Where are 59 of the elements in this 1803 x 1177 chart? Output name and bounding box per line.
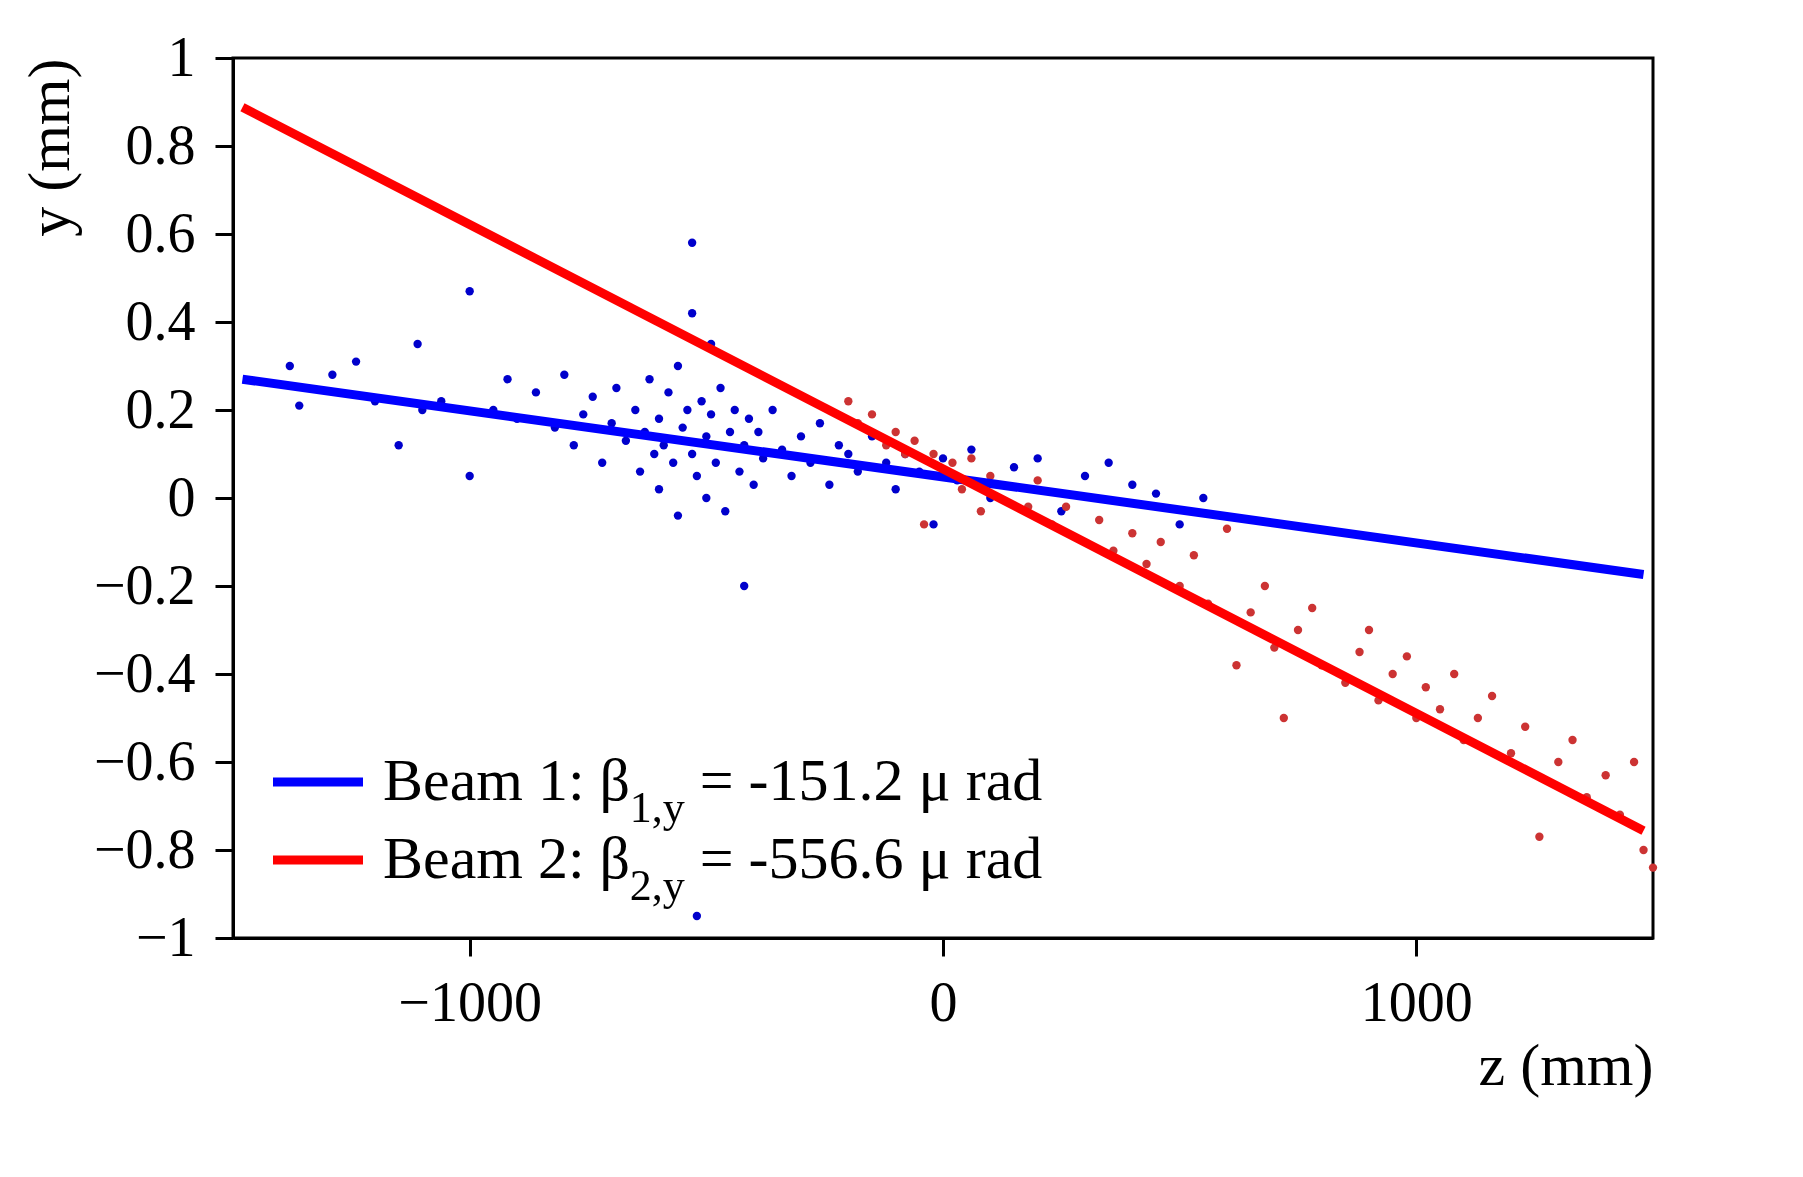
y-tick-label: −1 xyxy=(135,905,196,968)
y-tick-label: −0.2 xyxy=(93,553,196,616)
point xyxy=(1033,476,1042,485)
point xyxy=(1521,722,1530,731)
point xyxy=(1293,625,1303,635)
point xyxy=(957,485,967,494)
point xyxy=(844,397,853,406)
point xyxy=(891,427,900,437)
y-tick-label: −0.4 xyxy=(93,641,196,704)
point xyxy=(1142,559,1151,569)
x-tick-label: 1000 xyxy=(1360,970,1473,1033)
x-axis-title: z (mm) xyxy=(1478,1031,1654,1098)
point xyxy=(1156,537,1165,547)
point xyxy=(1629,757,1639,767)
point xyxy=(1450,669,1459,679)
y-axis-title: y (mm) xyxy=(15,58,82,237)
y-tick-label: 0.2 xyxy=(125,377,196,440)
point xyxy=(1355,647,1364,657)
point xyxy=(1260,581,1270,591)
point xyxy=(867,410,877,419)
point xyxy=(1487,691,1497,701)
point xyxy=(1435,705,1445,714)
point xyxy=(1473,713,1483,723)
point xyxy=(1279,713,1288,723)
point xyxy=(1506,749,1516,758)
point xyxy=(1364,625,1374,635)
point xyxy=(1421,683,1430,692)
y-tick-label: −0.8 xyxy=(93,817,196,880)
point xyxy=(967,454,976,463)
point xyxy=(1128,529,1137,538)
point xyxy=(929,449,938,459)
point xyxy=(1232,661,1241,670)
y-tick-label: 1 xyxy=(167,25,196,88)
x-tick-label: 0 xyxy=(929,970,958,1033)
point xyxy=(919,520,929,529)
point xyxy=(1601,771,1610,780)
point xyxy=(1554,757,1563,767)
point xyxy=(976,507,986,516)
y-tick-label: 0.8 xyxy=(125,113,196,176)
y-tick-label: 0.4 xyxy=(125,289,196,352)
point xyxy=(1095,515,1104,525)
point xyxy=(1639,845,1648,855)
x-tick-label: −1000 xyxy=(398,970,542,1033)
point xyxy=(1388,669,1397,679)
point xyxy=(1308,603,1317,613)
point xyxy=(1061,502,1071,511)
point xyxy=(986,471,995,481)
point xyxy=(1246,608,1255,617)
y-tick-label: −0.6 xyxy=(93,729,196,792)
y-tick-label: 0.6 xyxy=(125,201,196,264)
point xyxy=(1568,735,1577,745)
point xyxy=(1189,551,1199,560)
point xyxy=(1402,652,1412,661)
point xyxy=(1222,524,1232,533)
point xyxy=(1648,863,1658,872)
point xyxy=(1535,832,1544,841)
point xyxy=(948,458,957,467)
point xyxy=(910,436,919,445)
y-tick-label: 0 xyxy=(167,465,196,528)
